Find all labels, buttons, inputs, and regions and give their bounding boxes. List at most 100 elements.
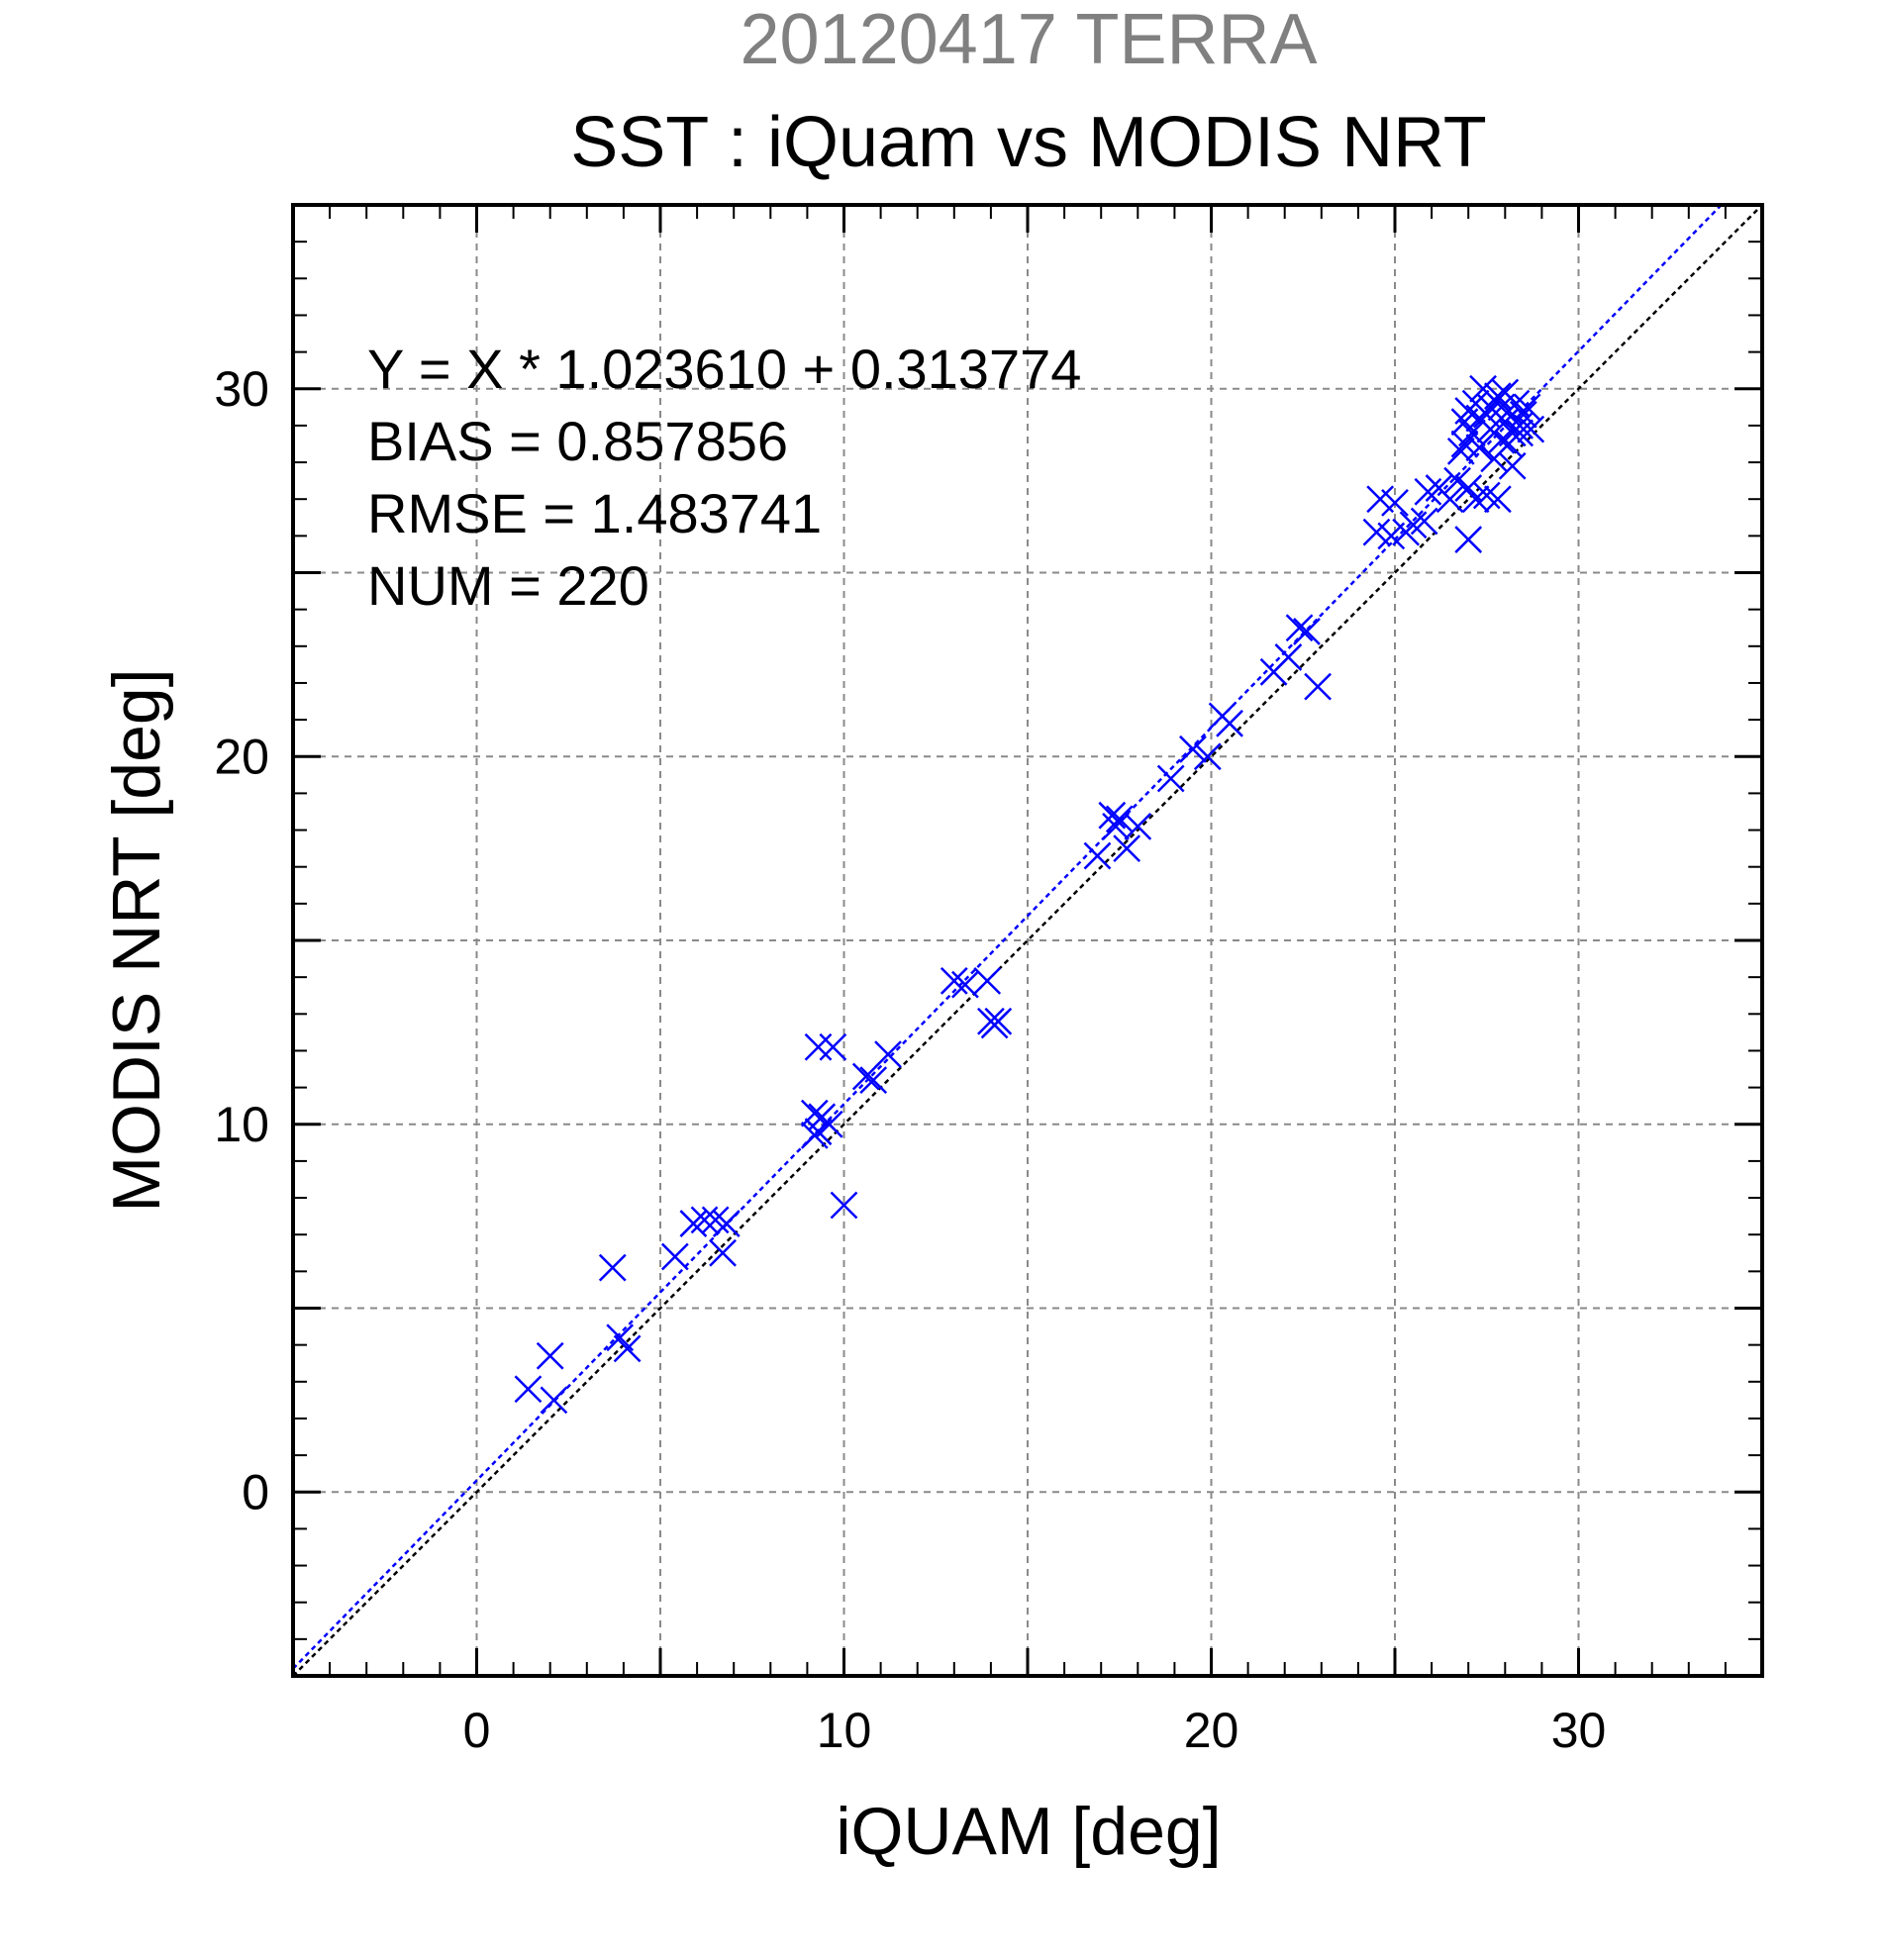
data-point-stroke [1293, 618, 1321, 645]
data-point-stroke [804, 1032, 833, 1061]
data-point [851, 1062, 880, 1091]
y-tick-label: 10 [214, 1097, 269, 1152]
data-point-stroke [1113, 834, 1141, 863]
data-point [1285, 614, 1314, 642]
data-point [1083, 841, 1112, 870]
data-point-stroke [1410, 507, 1438, 536]
one-to-one-line [293, 205, 1762, 1676]
data-point [1381, 489, 1409, 517]
data-point-stroke [1454, 397, 1483, 425]
data-point-stroke [1483, 382, 1512, 411]
data-point-stroke [1105, 805, 1134, 833]
data-point-stroke [701, 1206, 730, 1234]
data-point [709, 1238, 737, 1267]
data-point-stroke [1506, 412, 1534, 440]
data-point-stroke [1414, 477, 1442, 506]
data-point-stroke [1193, 742, 1222, 771]
grid-lines [293, 205, 1762, 1676]
data-point [980, 1011, 1009, 1039]
data-point [973, 966, 1002, 995]
data-point [1124, 812, 1152, 840]
data-point-stroke [1483, 485, 1512, 514]
data-point-stroke [1436, 485, 1464, 514]
stat-regression: Y = X * 1.023610 + 0.313774 [367, 338, 1081, 400]
x-tick-label: 30 [1551, 1703, 1607, 1758]
data-point-stroke [1216, 709, 1243, 737]
stat-rmse: RMSE = 1.483741 [367, 482, 822, 544]
data-point [1509, 400, 1537, 429]
data-point [1105, 805, 1134, 833]
data-point [1436, 485, 1464, 514]
data-point-stroke [1304, 672, 1332, 701]
data-point-stroke [1450, 430, 1479, 458]
data-point [1506, 419, 1534, 447]
data-point-stroke [1274, 643, 1303, 671]
data-point [1446, 438, 1475, 465]
data-point-stroke [1285, 614, 1314, 642]
data-point-stroke [709, 1238, 737, 1267]
data-point-stroke [1472, 481, 1501, 510]
data-point-stroke [973, 966, 1002, 995]
data-point-stroke [1083, 841, 1112, 870]
data-point-stroke [1465, 434, 1494, 462]
data-point-stroke [874, 1040, 902, 1069]
data-point-stroke [1509, 400, 1537, 429]
y-tick-label: 30 [214, 361, 269, 417]
data-point [1216, 709, 1243, 737]
data-point [830, 1191, 858, 1220]
data-point-stroke [1517, 415, 1545, 443]
data-point-stroke [712, 1210, 741, 1237]
data-point-stroke [1487, 393, 1516, 422]
y-tick-label: 0 [242, 1464, 269, 1519]
data-point [1487, 393, 1516, 422]
data-point [598, 1253, 627, 1282]
data-point-stroke [660, 1242, 689, 1271]
data-point [536, 1341, 564, 1370]
data-point [819, 1032, 847, 1061]
data-point [1156, 764, 1185, 793]
data-point-stroke [598, 1253, 627, 1282]
data-point [1450, 430, 1479, 458]
stat-num: NUM = 220 [367, 554, 649, 617]
data-point [514, 1375, 543, 1404]
data-point [800, 1099, 829, 1127]
y-axis-label: MODIS NRT [deg] [99, 668, 174, 1212]
data-point [1454, 397, 1483, 425]
data-point [940, 966, 968, 995]
data-point-stroke [951, 970, 979, 999]
data-point-stroke [679, 1210, 708, 1237]
x-tick-labels: 0 10 20 30 [463, 1703, 1607, 1758]
data-point [1410, 507, 1438, 536]
data-point [660, 1242, 689, 1271]
data-point [1461, 485, 1490, 514]
y-tick-label: 20 [214, 729, 269, 784]
data-point-stroke [1102, 812, 1130, 840]
data-point [1483, 485, 1512, 514]
scatter-points [514, 374, 1545, 1415]
data-point-stroke [536, 1341, 564, 1370]
data-point-stroke [540, 1386, 568, 1415]
data-point [1293, 618, 1321, 645]
data-point-stroke [514, 1375, 543, 1404]
data-point [815, 1110, 843, 1138]
stats-annotation: Y = X * 1.023610 + 0.313774 BIAS = 0.857… [367, 338, 1081, 617]
data-point-stroke [1446, 438, 1475, 465]
data-point-stroke [1454, 526, 1483, 553]
data-point-stroke [980, 1011, 1009, 1039]
data-point-stroke [1399, 511, 1428, 539]
data-point-stroke [830, 1191, 858, 1220]
data-point-stroke [1454, 474, 1483, 502]
data-point-stroke [940, 966, 968, 995]
plot-frame [291, 203, 1764, 1678]
data-point-stroke [1472, 400, 1501, 429]
data-point-stroke [1156, 764, 1185, 793]
data-point [712, 1210, 741, 1237]
data-point-stroke [1443, 466, 1471, 495]
data-point-stroke [1461, 485, 1490, 514]
data-point-stroke [800, 1122, 829, 1149]
data-point [1414, 477, 1442, 506]
chart-title: SST : iQuam vs MODIS NRT [570, 103, 1487, 182]
x-tick-label: 10 [817, 1703, 872, 1758]
data-point [1304, 672, 1332, 701]
data-point [1454, 526, 1483, 553]
